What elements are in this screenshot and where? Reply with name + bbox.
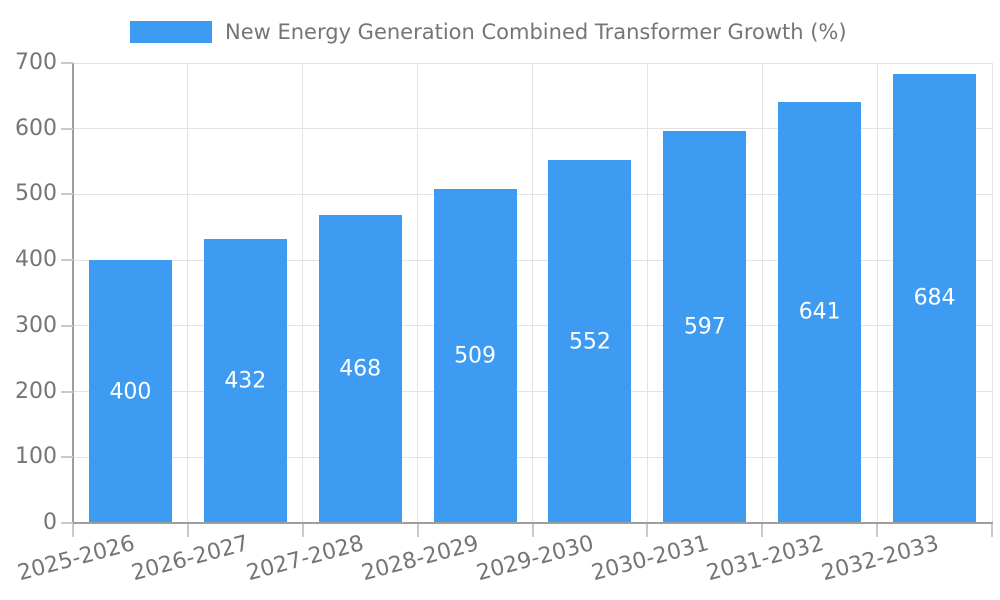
bar-value-label: 432 bbox=[224, 368, 267, 394]
bar[interactable]: 509 bbox=[433, 188, 517, 523]
bar-value-label: 597 bbox=[683, 314, 726, 340]
bar[interactable]: 597 bbox=[663, 130, 747, 523]
bar[interactable]: 400 bbox=[88, 260, 172, 523]
bar[interactable]: 641 bbox=[778, 101, 862, 523]
bar[interactable]: 684 bbox=[893, 73, 977, 523]
bar[interactable]: 468 bbox=[318, 215, 402, 523]
y-axis-tick bbox=[61, 62, 73, 64]
grid-line-vertical bbox=[417, 63, 419, 523]
x-axis-label-text: 2027-2028 bbox=[244, 531, 367, 587]
y-axis-line bbox=[72, 63, 74, 523]
y-axis-tick bbox=[61, 456, 73, 459]
legend-swatch-icon bbox=[130, 21, 212, 43]
y-axis-tick-label: 300 bbox=[15, 312, 57, 338]
grid-line-vertical bbox=[876, 63, 878, 523]
grid-line-vertical bbox=[302, 63, 304, 523]
y-axis-tick-label: 700 bbox=[15, 50, 57, 75]
grid-line-vertical bbox=[991, 63, 993, 523]
x-axis-tick bbox=[301, 524, 304, 537]
y-axis-tick bbox=[61, 522, 73, 524]
x-axis-tick bbox=[72, 524, 74, 537]
y-axis-tick-label: 400 bbox=[15, 247, 57, 273]
grid-line-vertical bbox=[187, 63, 189, 523]
y-axis-tick bbox=[61, 324, 73, 327]
x-axis-tick bbox=[991, 524, 993, 537]
x-axis-label-text: 2031-2032 bbox=[703, 531, 827, 587]
grid-line-vertical bbox=[646, 63, 648, 523]
x-axis-label-text: 2032-2033 bbox=[818, 531, 942, 587]
x-axis-tick bbox=[876, 524, 879, 537]
x-axis-tick bbox=[416, 524, 419, 537]
x-axis-label-text: 2028-2029 bbox=[359, 531, 482, 587]
y-axis-tick bbox=[61, 127, 73, 130]
y-axis-tick-label: 200 bbox=[15, 378, 57, 404]
bar[interactable]: 432 bbox=[203, 239, 287, 523]
x-axis-line bbox=[72, 522, 993, 524]
x-axis-label-text: 2025-2026 bbox=[14, 531, 137, 587]
x-axis-label-text: 2030-2031 bbox=[588, 531, 712, 587]
x-axis-tick bbox=[646, 524, 649, 537]
x-axis-tick bbox=[531, 524, 534, 537]
x-axis-tick bbox=[761, 524, 764, 537]
y-axis-tick-label: 500 bbox=[15, 181, 57, 207]
y-axis-tick bbox=[61, 193, 73, 196]
y-axis-tick bbox=[61, 259, 73, 262]
grid-line-vertical bbox=[532, 63, 533, 523]
bar-value-label: 400 bbox=[109, 379, 152, 405]
bar-value-label: 641 bbox=[798, 299, 841, 325]
legend[interactable]: New Energy Generation Combined Transform… bbox=[130, 18, 847, 46]
grid-line-vertical bbox=[761, 63, 763, 523]
bar[interactable]: 552 bbox=[548, 160, 632, 523]
x-axis-tick bbox=[186, 524, 189, 537]
plot-area: 400 432 468 509 552 597 641 684 bbox=[73, 62, 993, 523]
bar-value-label: 552 bbox=[568, 329, 611, 355]
legend-label: New Energy Generation Combined Transform… bbox=[225, 20, 847, 44]
bar-value-label: 684 bbox=[913, 285, 956, 311]
y-axis-tick-label: 0 bbox=[43, 510, 57, 535]
bar-value-label: 468 bbox=[339, 356, 382, 382]
x-axis-label-text: 2029-2030 bbox=[474, 531, 597, 587]
x-axis-label-text: 2026-2027 bbox=[129, 531, 252, 587]
bar-value-label: 509 bbox=[454, 343, 497, 369]
y-axis-tick-label: 600 bbox=[15, 115, 57, 141]
y-axis-tick bbox=[61, 390, 73, 393]
y-axis-tick-label: 100 bbox=[15, 444, 57, 470]
